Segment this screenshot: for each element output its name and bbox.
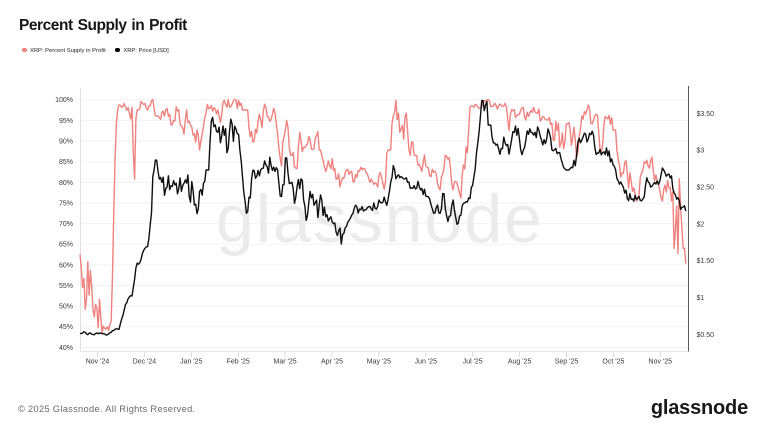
- svg-text:60%: 60%: [59, 262, 73, 269]
- svg-text:Jul '25: Jul '25: [463, 359, 483, 366]
- svg-text:Nov '24: Nov '24: [86, 359, 110, 366]
- svg-text:$3.50: $3.50: [697, 111, 715, 118]
- svg-text:85%: 85%: [59, 159, 73, 166]
- svg-text:$1.50: $1.50: [697, 258, 715, 265]
- svg-text:Aug '25: Aug '25: [508, 359, 532, 366]
- svg-text:$3: $3: [697, 148, 705, 155]
- svg-text:Mar '25: Mar '25: [274, 359, 297, 366]
- svg-text:Jun '25: Jun '25: [415, 359, 437, 366]
- svg-text:$2.50: $2.50: [697, 185, 715, 192]
- svg-text:50%: 50%: [59, 304, 73, 311]
- svg-text:$2: $2: [697, 221, 705, 228]
- svg-text:95%: 95%: [59, 118, 73, 125]
- svg-text:Feb '25: Feb '25: [227, 359, 250, 366]
- svg-text:Nov '25: Nov '25: [649, 359, 673, 366]
- svg-text:Apr '25: Apr '25: [321, 359, 343, 366]
- svg-text:glassnode: glassnode: [216, 181, 544, 257]
- svg-text:90%: 90%: [59, 139, 73, 146]
- svg-text:Jan '25: Jan '25: [180, 359, 202, 366]
- svg-text:100%: 100%: [55, 97, 73, 104]
- svg-text:May '25: May '25: [367, 359, 391, 366]
- svg-text:45%: 45%: [59, 324, 73, 331]
- svg-text:Sep '25: Sep '25: [555, 359, 579, 366]
- svg-text:80%: 80%: [59, 180, 73, 187]
- svg-text:65%: 65%: [59, 242, 73, 249]
- svg-text:55%: 55%: [59, 283, 73, 290]
- svg-text:$0.50: $0.50: [697, 332, 715, 339]
- svg-text:40%: 40%: [59, 345, 73, 352]
- svg-text:$1: $1: [697, 295, 705, 302]
- svg-text:Oct '25: Oct '25: [602, 359, 624, 366]
- svg-text:Dec '24: Dec '24: [133, 359, 157, 366]
- svg-text:75%: 75%: [59, 200, 73, 207]
- svg-text:70%: 70%: [59, 221, 73, 228]
